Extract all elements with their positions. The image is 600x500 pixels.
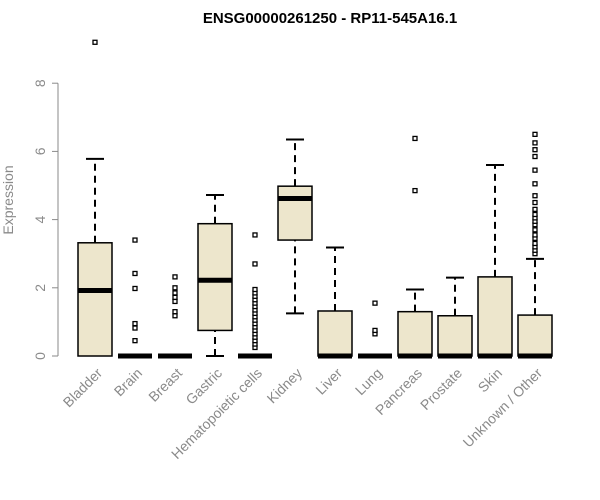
- box-rect: [437, 315, 473, 357]
- x-tick-label: Prostate: [417, 365, 465, 413]
- box-group: [517, 131, 553, 359]
- outlier-point: [252, 286, 258, 293]
- y-tick-label: 0: [32, 352, 48, 360]
- outlier-point: [372, 327, 378, 334]
- y-tick-label: 6: [32, 147, 48, 155]
- box-group: [77, 39, 113, 357]
- box-group: [158, 274, 192, 359]
- box-group: [277, 138, 313, 315]
- box-rect: [77, 242, 113, 357]
- box-group: [238, 232, 272, 359]
- outlier-point: [132, 285, 138, 292]
- outlier-point: [532, 193, 538, 199]
- outlier-point: [172, 274, 178, 280]
- box-group: [437, 276, 473, 359]
- outlier-point: [532, 131, 538, 138]
- box-rect: [477, 276, 513, 357]
- outlier-point: [372, 300, 378, 306]
- box-rect: [397, 310, 433, 357]
- outlier-point: [532, 167, 538, 173]
- outlier-point: [132, 338, 138, 344]
- outlier-point: [532, 206, 538, 213]
- box-rect: [317, 310, 353, 357]
- outlier-point: [172, 309, 178, 315]
- outlier-point: [532, 240, 538, 247]
- x-tick-label: Kidney: [264, 365, 306, 407]
- y-axis-label: Expression: [0, 165, 16, 234]
- box-group: [477, 164, 513, 359]
- box-group: [118, 237, 152, 359]
- x-tick-label: Brain: [111, 365, 145, 399]
- box-rect: [197, 222, 233, 332]
- x-tick-label: Skin: [475, 365, 506, 396]
- box-group: [358, 300, 392, 359]
- chart-title: ENSG00000261250 - RP11-545A16.1: [203, 10, 457, 27]
- outlier-point: [532, 199, 538, 206]
- outlier-point: [252, 261, 258, 267]
- outlier-point: [532, 181, 538, 187]
- y-axis: 0 2 4 6 8: [32, 79, 59, 360]
- x-tick-label: Liver: [312, 365, 345, 398]
- outlier-point: [412, 187, 418, 194]
- outlier-point: [172, 285, 178, 291]
- y-tick-label: 8: [32, 79, 48, 87]
- y-tick-label: 2: [32, 284, 48, 292]
- outlier-point: [132, 237, 138, 243]
- outlier-point: [132, 270, 138, 277]
- outlier-point: [532, 227, 538, 233]
- outlier-point: [132, 325, 138, 331]
- outlier-point: [252, 232, 258, 238]
- outlier-point: [532, 153, 538, 160]
- outlier-point: [172, 290, 178, 296]
- box-group: [317, 246, 353, 359]
- outlier-point: [532, 140, 538, 146]
- outlier-point: [92, 39, 98, 45]
- outlier-point: [172, 298, 178, 305]
- x-tick-label: Breast: [145, 365, 185, 405]
- box-group: [197, 194, 233, 357]
- outlier-point: [172, 313, 178, 319]
- box-rect: [517, 314, 553, 357]
- outlier-point: [412, 135, 418, 142]
- outlier-point: [532, 211, 538, 218]
- boxes-layer: [77, 39, 553, 359]
- box-group: [397, 135, 433, 359]
- y-tick-label: 4: [32, 215, 48, 223]
- x-tick-label: Bladder: [60, 365, 106, 411]
- outlier-point: [132, 320, 138, 327]
- outlier-point: [172, 294, 178, 300]
- outlier-point: [532, 232, 538, 238]
- outlier-point: [532, 147, 538, 153]
- box-rect: [277, 185, 313, 241]
- x-tick-label: Lung: [352, 365, 385, 398]
